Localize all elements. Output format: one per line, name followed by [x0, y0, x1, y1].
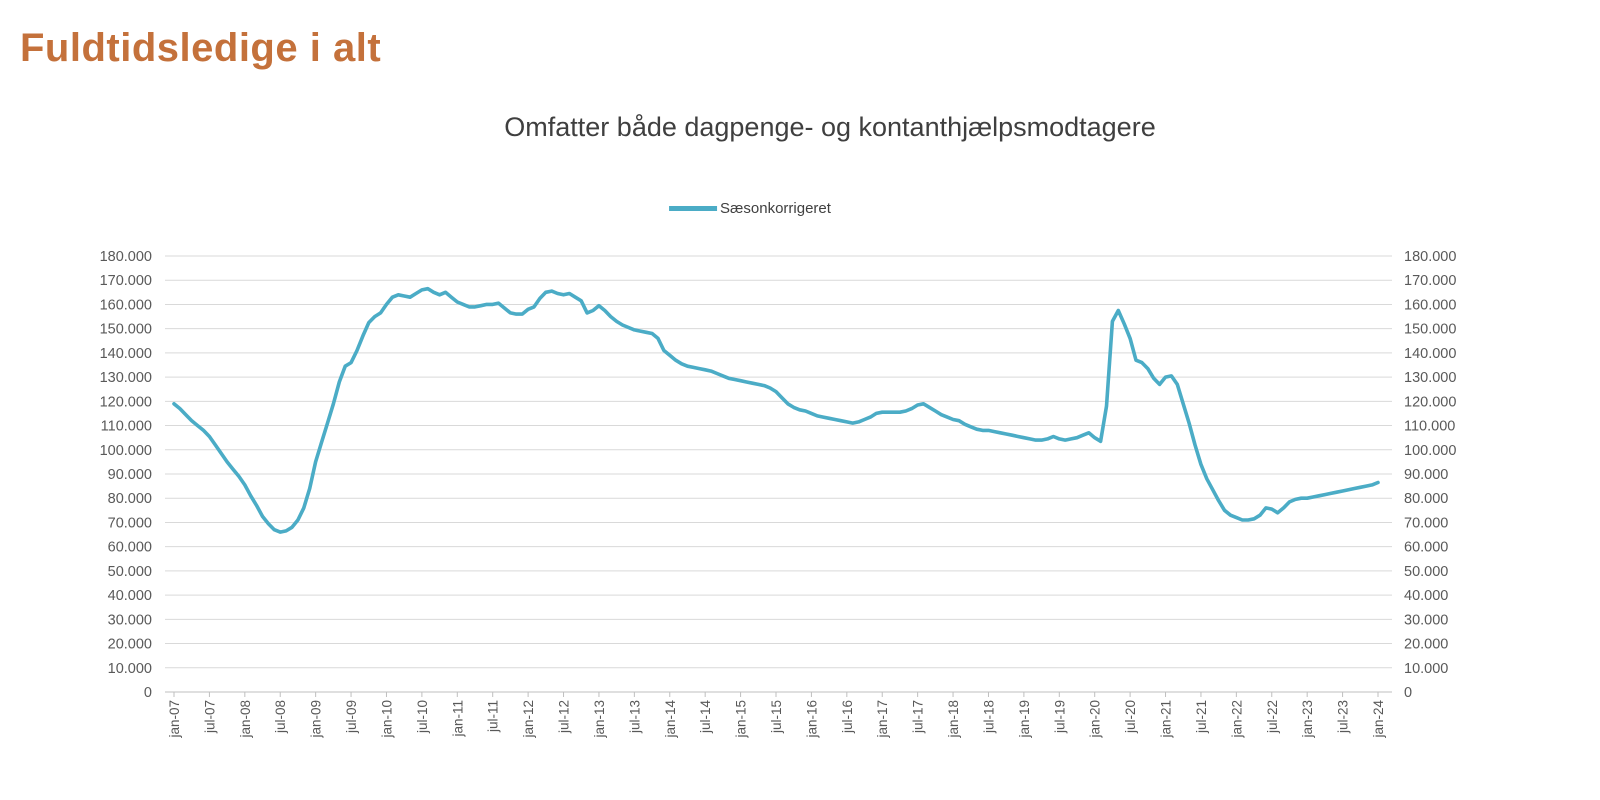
x-axis-label: jan-19 — [1017, 700, 1032, 739]
y-axis-label-right: 40.000 — [1404, 588, 1448, 604]
x-axis-label: jul-08 — [273, 700, 288, 734]
y-axis-label-left: 80.000 — [108, 491, 152, 507]
x-axis-label: jan-12 — [521, 700, 536, 739]
y-axis-label-right: 50.000 — [1404, 564, 1448, 580]
y-axis-label-right: 130.000 — [1404, 370, 1456, 386]
y-axis-label-right: 80.000 — [1404, 491, 1448, 507]
y-axis-label-right: 0 — [1404, 685, 1412, 701]
x-axis-label: jul-17 — [911, 700, 926, 734]
x-axis-label: jan-21 — [1159, 700, 1174, 739]
y-axis-label-right: 100.000 — [1404, 443, 1456, 459]
x-axis-label: jan-22 — [1229, 700, 1244, 739]
y-axis-label-right: 90.000 — [1404, 467, 1448, 483]
y-axis-label-left: 10.000 — [108, 661, 152, 677]
x-axis-label: jul-14 — [698, 700, 713, 735]
x-axis-label: jul-15 — [769, 700, 784, 734]
y-axis-label-left: 40.000 — [108, 588, 152, 604]
x-axis-label: jan-07 — [167, 700, 182, 739]
y-axis-label-left: 0 — [144, 685, 152, 701]
y-axis-label-left: 130.000 — [100, 370, 152, 386]
x-axis-label: jan-14 — [663, 700, 678, 739]
x-axis-label: jul-13 — [627, 700, 642, 734]
chart-title: Omfatter både dagpenge- og kontanthjælps… — [504, 112, 1156, 142]
y-axis-label-right: 70.000 — [1404, 515, 1448, 531]
x-axis-label: jul-07 — [202, 700, 217, 734]
y-axis-label-left: 120.000 — [100, 394, 152, 410]
x-axis-label: jul-11 — [486, 700, 501, 733]
x-axis-label: jul-09 — [344, 700, 359, 734]
x-axis-label: jan-20 — [1088, 700, 1103, 739]
y-axis-label-right: 140.000 — [1404, 346, 1456, 362]
x-axis-label: jul-22 — [1265, 700, 1280, 734]
x-axis-label: jan-23 — [1300, 700, 1315, 739]
y-axis-label-left: 50.000 — [108, 564, 152, 580]
y-axis-label-right: 10.000 — [1404, 661, 1448, 677]
x-axis-label: jan-10 — [379, 700, 394, 739]
x-axis-label: jan-09 — [309, 700, 324, 739]
y-axis-label-right: 120.000 — [1404, 394, 1456, 410]
x-axis-label: jul-10 — [415, 700, 430, 734]
y-axis-label-right: 150.000 — [1404, 322, 1456, 338]
x-axis-label: jan-15 — [734, 700, 749, 739]
y-axis-label-left: 110.000 — [101, 419, 152, 435]
y-axis-label-right: 60.000 — [1404, 540, 1448, 556]
y-axis-label-left: 140.000 — [100, 346, 152, 362]
y-axis-label-left: 30.000 — [108, 612, 152, 628]
legend: Sæsonkorrigeret — [669, 200, 831, 217]
y-axis-label-right: 180.000 — [1404, 249, 1456, 265]
x-axis-label: jul-23 — [1336, 700, 1351, 734]
y-axis-label-left: 150.000 — [100, 322, 152, 338]
series-line-saesonkorrigeret — [172, 286, 1380, 534]
y-axis-label-left: 60.000 — [108, 540, 152, 556]
x-axis-label: jul-18 — [981, 700, 996, 734]
x-axis-label: jan-16 — [804, 700, 819, 739]
x-axis-label: jul-19 — [1052, 700, 1067, 734]
x-axis-label: jul-20 — [1123, 700, 1138, 734]
x-axis-label: jan-11 — [450, 700, 465, 738]
x-axis-label: jul-16 — [840, 700, 855, 734]
y-axis-label-left: 90.000 — [108, 467, 152, 483]
y-axis-label-right: 110.000 — [1404, 419, 1455, 435]
y-axis-label-left: 20.000 — [108, 637, 152, 653]
y-axis-label-left: 180.000 — [100, 249, 152, 265]
y-axis-label-left: 170.000 — [100, 273, 152, 289]
x-axis-label: jan-13 — [592, 700, 607, 739]
y-axis-label-left: 70.000 — [108, 515, 152, 531]
x-axis-label: jan-24 — [1371, 700, 1386, 739]
y-axis-label-right: 30.000 — [1404, 612, 1448, 628]
y-axis-label-left: 100.000 — [100, 443, 152, 459]
y-axis-label-right: 20.000 — [1404, 637, 1448, 653]
y-axis-label-left: 160.000 — [100, 297, 152, 313]
y-axis-label-right: 170.000 — [1404, 273, 1456, 289]
legend-label: Sæsonkorrigeret — [720, 200, 831, 217]
y-axis-label-right: 160.000 — [1404, 297, 1456, 313]
legend-line-icon — [669, 206, 718, 211]
x-axis-label: jan-08 — [238, 700, 253, 739]
x-axis-label: jan-17 — [875, 700, 890, 739]
page-title: Fuldtidsledige i alt — [20, 26, 382, 70]
x-axis-label: jul-21 — [1194, 700, 1209, 734]
x-axis-label: jul-12 — [557, 700, 572, 734]
x-axis-label: jan-18 — [946, 700, 961, 739]
